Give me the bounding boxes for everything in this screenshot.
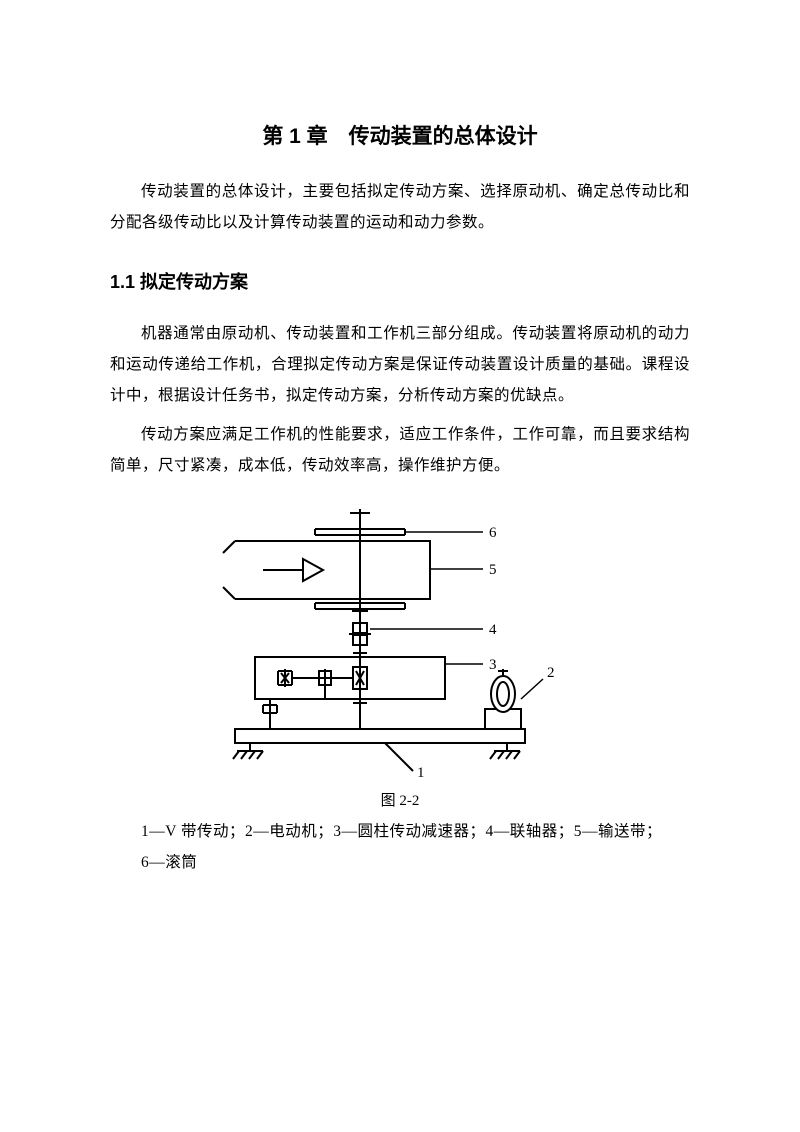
diagram-label-5: 5 — [489, 562, 497, 578]
chapter-title: 第 1 章 传动装置的总体设计 — [110, 120, 690, 150]
paragraph-2: 传动方案应满足工作机的性能要求，适应工作条件，工作可靠，而且要求结构简单，尺寸紧… — [110, 419, 690, 481]
transmission-diagram: 6 5 4 3 2 1 — [185, 499, 615, 779]
document-page: 第 1 章 传动装置的总体设计 传动装置的总体设计，主要包括拟定传动方案、选择原… — [0, 0, 800, 946]
intro-paragraph: 传动装置的总体设计，主要包括拟定传动方案、选择原动机、确定总传动比和分配各级传动… — [110, 176, 690, 238]
figure-legend-line-2: 6—滚筒 — [110, 847, 690, 878]
diagram-label-1: 1 — [417, 765, 425, 779]
figure-legend-line-1: 1—V 带传动；2—电动机；3—圆柱传动减速器；4—联轴器；5—输送带； — [110, 816, 690, 847]
diagram-label-6: 6 — [489, 525, 497, 541]
diagram-label-3: 3 — [489, 657, 497, 673]
diagram-label-2: 2 — [547, 665, 555, 681]
paragraph-1: 机器通常由原动机、传动装置和工作机三部分组成。传动装置将原动机的动力和运动传递给… — [110, 318, 690, 411]
figure-2-2: 6 5 4 3 2 1 图 2-2 1—V 带传动；2—电动机；3—圆柱传动减速… — [110, 499, 690, 878]
diagram-label-4: 4 — [489, 622, 497, 638]
section-1-1-title: 1.1 拟定传动方案 — [110, 268, 690, 294]
figure-caption: 图 2-2 — [110, 789, 690, 810]
